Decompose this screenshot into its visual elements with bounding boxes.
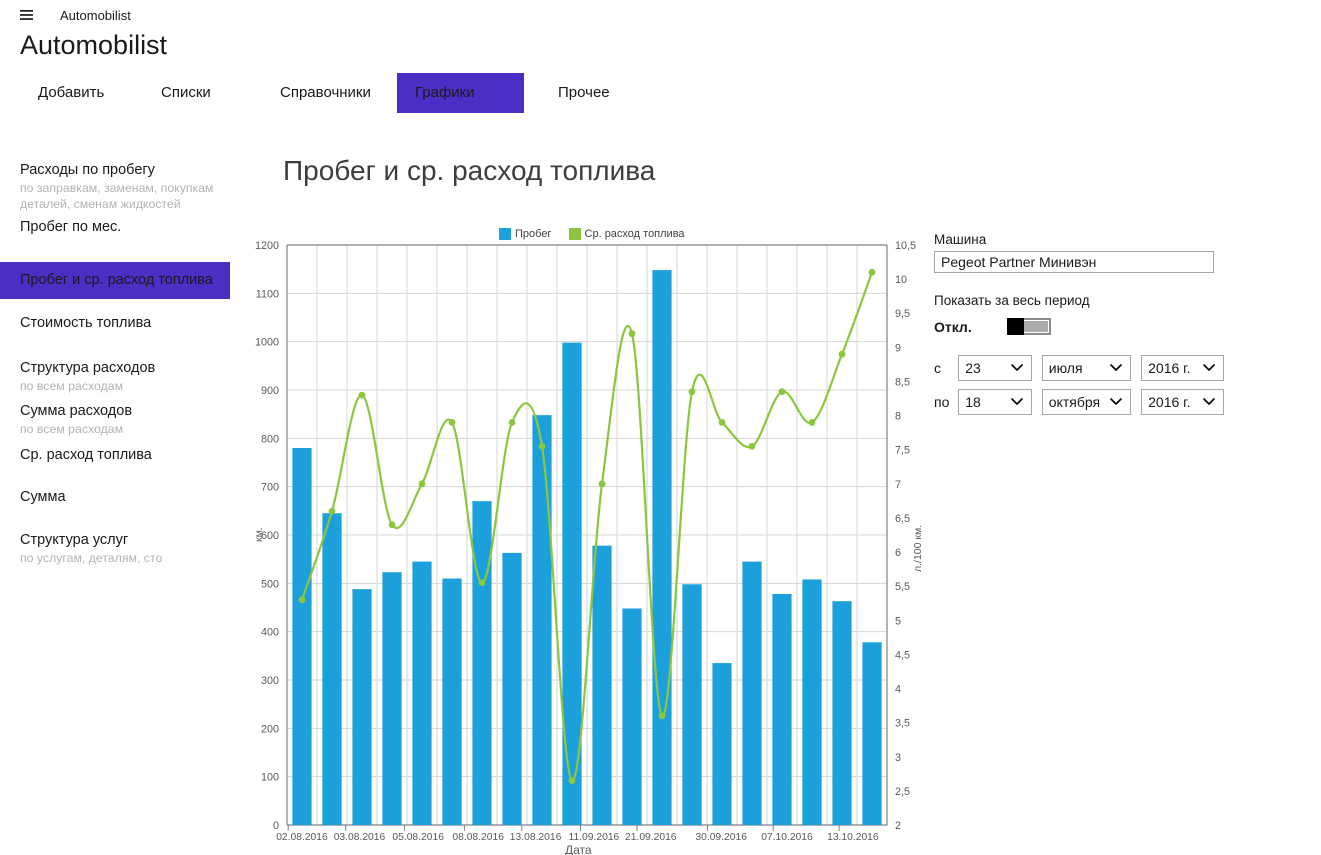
svg-text:3,5: 3,5 bbox=[895, 718, 910, 730]
svg-text:30.09.2016: 30.09.2016 bbox=[695, 832, 747, 843]
svg-text:200: 200 bbox=[261, 723, 279, 735]
svg-text:4,5: 4,5 bbox=[895, 649, 910, 661]
svg-text:2: 2 bbox=[895, 820, 901, 832]
svg-text:05.08.2016: 05.08.2016 bbox=[392, 832, 444, 843]
svg-text:8,5: 8,5 bbox=[895, 376, 910, 388]
svg-text:10,5: 10,5 bbox=[895, 240, 916, 252]
svg-text:500: 500 bbox=[261, 578, 279, 590]
svg-text:0: 0 bbox=[273, 820, 279, 832]
svg-text:21.09.2016: 21.09.2016 bbox=[625, 832, 677, 843]
svg-text:13.08.2016: 13.08.2016 bbox=[510, 832, 562, 843]
svg-text:9: 9 bbox=[895, 342, 901, 354]
svg-text:6: 6 bbox=[895, 547, 901, 559]
svg-text:700: 700 bbox=[261, 482, 279, 494]
svg-text:800: 800 bbox=[261, 433, 279, 445]
svg-text:7,5: 7,5 bbox=[895, 445, 910, 457]
svg-text:5,5: 5,5 bbox=[895, 581, 910, 593]
svg-text:1200: 1200 bbox=[255, 240, 279, 252]
svg-text:10: 10 bbox=[895, 274, 907, 286]
svg-text:8: 8 bbox=[895, 411, 901, 423]
svg-text:6,5: 6,5 bbox=[895, 513, 910, 525]
svg-text:11.09.2016: 11.09.2016 bbox=[569, 832, 620, 843]
svg-text:9,5: 9,5 bbox=[895, 308, 910, 320]
svg-text:13.10.2016: 13.10.2016 bbox=[827, 832, 879, 843]
svg-text:08.08.2016: 08.08.2016 bbox=[452, 832, 504, 843]
svg-text:2,5: 2,5 bbox=[895, 786, 910, 798]
svg-text:600: 600 bbox=[261, 530, 279, 542]
svg-text:300: 300 bbox=[261, 675, 279, 687]
svg-text:100: 100 bbox=[261, 772, 279, 784]
svg-text:03.08.2016: 03.08.2016 bbox=[334, 832, 386, 843]
svg-text:900: 900 bbox=[261, 385, 279, 397]
svg-text:7: 7 bbox=[895, 479, 901, 491]
svg-text:1000: 1000 bbox=[255, 337, 279, 349]
svg-text:400: 400 bbox=[261, 627, 279, 639]
svg-text:07.10.2016: 07.10.2016 bbox=[761, 832, 813, 843]
svg-text:5: 5 bbox=[895, 615, 901, 627]
svg-text:3: 3 bbox=[895, 752, 901, 764]
svg-text:02.08.2016: 02.08.2016 bbox=[276, 832, 328, 843]
svg-text:1100: 1100 bbox=[256, 288, 279, 300]
svg-text:4: 4 bbox=[895, 684, 901, 696]
